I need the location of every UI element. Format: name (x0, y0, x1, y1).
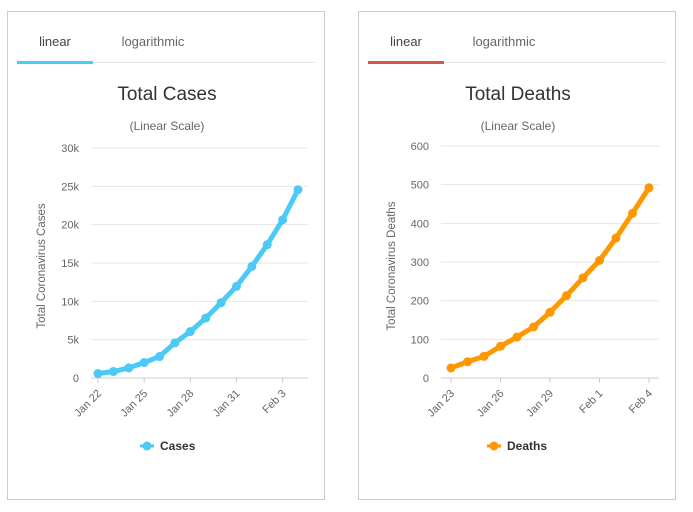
chart-subtitle: (Linear Scale) (481, 119, 556, 133)
tab-logarithmic[interactable]: logarithmic (103, 26, 203, 62)
data-point[interactable] (529, 322, 538, 332)
series-line (95, 187, 301, 377)
tab-linear-label: linear (39, 34, 71, 49)
data-point[interactable] (185, 327, 195, 337)
x-tick-label: Jan 26 (475, 388, 507, 420)
data-point[interactable] (124, 363, 134, 373)
y-tick-label: 500 (411, 180, 429, 192)
y-tick-label: 30k (61, 143, 79, 155)
y-axis-label: Total Coronavirus Deaths (386, 201, 398, 330)
y-tick-label: 10k (61, 296, 79, 308)
data-point[interactable] (545, 307, 555, 317)
y-tick-label: 25k (61, 181, 79, 193)
data-point[interactable] (155, 352, 165, 362)
legend-label: Cases (160, 439, 196, 453)
y-tick-label: 0 (423, 373, 429, 385)
x-tick-label: Feb 4 (627, 388, 655, 416)
x-tick-label: Jan 28 (165, 388, 197, 420)
x-tick-label: Jan 22 (72, 388, 104, 420)
chart-title: Total Deaths (465, 84, 571, 105)
scale-tabs: linear logarithmic (17, 26, 315, 64)
data-point[interactable] (644, 183, 654, 193)
tab-logarithmic-label: logarithmic (472, 34, 536, 49)
y-tick-label: 300 (411, 257, 429, 269)
data-point[interactable] (595, 255, 604, 265)
active-tab-indicator (368, 61, 444, 64)
legend-label: Deaths (507, 439, 547, 453)
data-point[interactable] (479, 351, 489, 361)
data-point[interactable] (628, 208, 637, 218)
scale-tabs: linear logarithmic (368, 26, 666, 64)
x-tick-label: Feb 3 (260, 388, 288, 416)
y-tick-label: 600 (411, 141, 429, 153)
data-point[interactable] (139, 358, 149, 368)
data-point[interactable] (231, 281, 241, 291)
x-tick-label: Feb 1 (577, 388, 605, 416)
data-point[interactable] (216, 298, 226, 308)
y-tick-label: 5k (67, 335, 79, 347)
chart-title: Total Cases (117, 84, 216, 105)
data-point[interactable] (293, 185, 303, 195)
x-tick-label: Jan 31 (211, 388, 243, 420)
legend[interactable]: Cases (140, 439, 196, 453)
y-tick-label: 0 (73, 373, 79, 385)
legend-marker (489, 441, 499, 451)
x-tick-label: Jan 29 (524, 388, 556, 420)
tab-linear-label: linear (390, 34, 422, 49)
series-line (448, 185, 652, 371)
y-tick-label: 400 (411, 218, 429, 230)
y-tick-label: 15k (61, 258, 79, 270)
y-tick-label: 100 (411, 334, 429, 346)
active-tab-indicator (17, 61, 93, 64)
legend[interactable]: Deaths (487, 439, 547, 453)
data-point[interactable] (562, 291, 571, 301)
tab-linear[interactable]: linear (368, 26, 444, 64)
data-point[interactable] (496, 341, 505, 351)
y-axis-label: Total Coronavirus Cases (36, 203, 48, 329)
data-point[interactable] (93, 369, 103, 379)
chart-subtitle: (Linear Scale) (130, 119, 205, 133)
y-tick-label: 200 (411, 296, 429, 308)
data-point[interactable] (170, 338, 180, 348)
data-point[interactable] (247, 261, 257, 271)
cases-line-chart: Total Cases (Linear Scale) Total Coronav… (36, 84, 308, 453)
cases-chart-panel: linear logarithmic Total Cases (Linear S… (7, 11, 325, 500)
data-point[interactable] (108, 367, 118, 377)
data-point[interactable] (611, 233, 621, 243)
x-tick-label: Jan 25 (118, 388, 150, 420)
data-point[interactable] (201, 313, 211, 323)
data-point[interactable] (446, 363, 456, 373)
deaths-chart-panel: linear logarithmic Total Deaths (Linear … (358, 11, 676, 500)
data-point[interactable] (262, 240, 272, 250)
y-tick-label: 20k (61, 220, 79, 232)
data-point[interactable] (578, 273, 588, 283)
deaths-line-chart: Total Deaths (Linear Scale) Total Corona… (386, 84, 659, 453)
x-tick-label: Jan 23 (425, 388, 457, 420)
tab-logarithmic-label: logarithmic (121, 34, 185, 49)
data-point[interactable] (278, 215, 288, 225)
data-point[interactable] (512, 332, 522, 342)
legend-marker (142, 441, 152, 451)
tab-logarithmic[interactable]: logarithmic (454, 26, 554, 62)
data-point[interactable] (463, 357, 472, 367)
tab-linear[interactable]: linear (17, 26, 93, 64)
